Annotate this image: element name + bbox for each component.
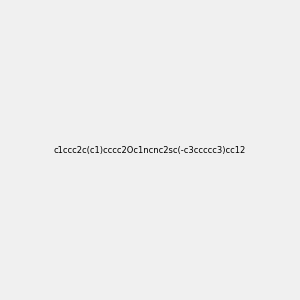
- Text: c1ccc2c(c1)cccc2Oc1ncnc2sc(-c3ccccc3)cc12: c1ccc2c(c1)cccc2Oc1ncnc2sc(-c3ccccc3)cc1…: [54, 146, 246, 154]
